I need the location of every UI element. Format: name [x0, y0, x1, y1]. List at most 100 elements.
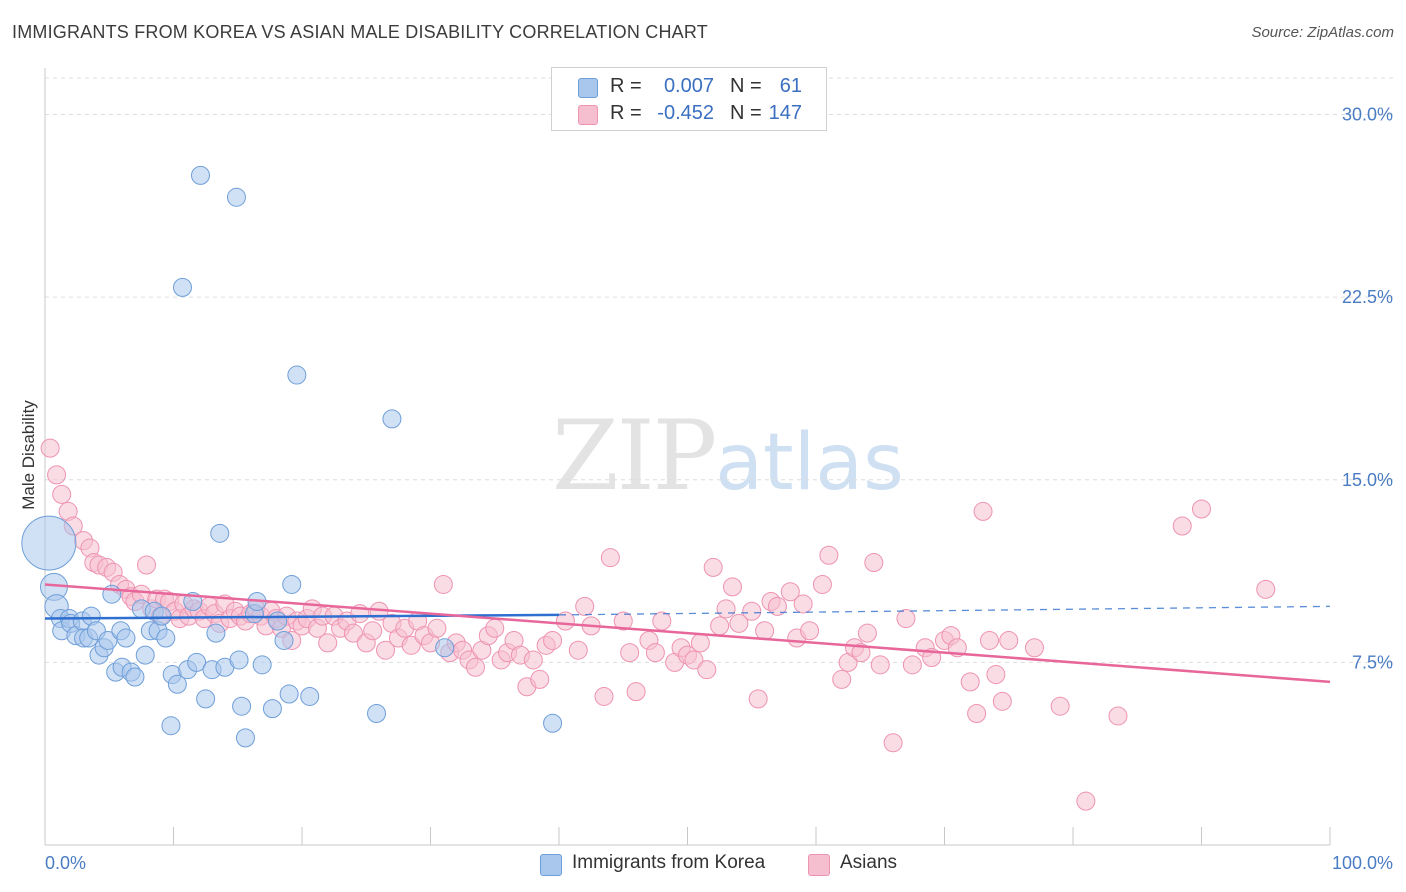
asian-point: [343, 623, 363, 643]
asian-point: [318, 633, 338, 653]
korea-point: [232, 696, 252, 716]
asian-point: [832, 669, 852, 689]
asian-point: [883, 733, 903, 753]
asian-point: [427, 618, 447, 638]
y-tick-label: 7.5%: [1352, 652, 1393, 672]
asian-point: [870, 655, 890, 675]
legend-swatch-korea: [540, 854, 562, 876]
legend-swatch-asians: [808, 854, 830, 876]
legend-row-asians: R = -0.452 N = 147: [552, 102, 826, 128]
korea-point: [196, 689, 216, 709]
asian-point: [684, 650, 704, 670]
korea-point: [252, 655, 272, 675]
korea-point: [543, 713, 563, 733]
legend-label-korea: Immigrants from Korea: [572, 852, 766, 873]
korea-point: [268, 611, 288, 631]
asian-point: [543, 630, 563, 650]
korea-point: [435, 638, 455, 658]
legend-row-korea: R = 0.007 N = 61: [552, 75, 826, 101]
x-tick-label: 0.0%: [45, 853, 86, 873]
asian-point: [600, 548, 620, 568]
asian-point: [722, 577, 742, 597]
asian-point: [401, 635, 421, 655]
asian-point: [363, 621, 383, 641]
asian-point: [523, 650, 543, 670]
asian-point: [896, 609, 916, 629]
asian-point: [979, 630, 999, 650]
asian-point: [575, 596, 595, 616]
legend-r-label: R =: [610, 75, 642, 97]
asian-point: [594, 686, 614, 706]
asian-point: [137, 555, 157, 575]
korea-point: [187, 652, 207, 672]
asian-point: [1108, 706, 1128, 726]
label-layer: 7.5% 15.0% 22.5% 30.0% 0.0% 100.0% Male Disabi…: [19, 105, 1393, 873]
korea-point: [116, 628, 136, 648]
asian-point: [800, 621, 820, 641]
asian-point: [568, 640, 588, 660]
korea-point: [152, 606, 172, 626]
korea-point: [125, 667, 145, 687]
asian-point: [812, 574, 832, 594]
korea-point: [235, 728, 255, 748]
korea-trend-extension: [558, 605, 1331, 616]
asian-point: [530, 669, 550, 689]
asian-point: [967, 704, 987, 724]
asian-point: [755, 621, 775, 641]
asian-point: [376, 640, 396, 660]
korea-point: [21, 515, 77, 571]
asian-point: [620, 643, 640, 663]
legend-stats: R = 0.007 N = 61 R = -0.452 N = 147: [551, 67, 827, 131]
x-tick-label: 100.0%: [1332, 853, 1393, 873]
legend-label-asians: Asians: [840, 852, 898, 873]
legend-r-value: 0.007: [663, 75, 714, 97]
asian-point: [729, 613, 749, 633]
asian-point: [1192, 499, 1211, 519]
asian-point: [1256, 579, 1276, 599]
asian-point: [857, 623, 877, 643]
asian-point: [960, 672, 980, 692]
korea-point: [226, 187, 246, 207]
asian-point: [697, 660, 717, 680]
asian-point: [1172, 516, 1192, 536]
legend-n-label: N =: [730, 75, 762, 97]
asian-point: [465, 657, 485, 677]
y-tick-label: 22.5%: [1342, 287, 1393, 307]
asian-point: [433, 574, 453, 594]
asian-point: [999, 630, 1019, 650]
legend-n-label: N =: [730, 102, 762, 124]
korea-point: [300, 686, 320, 706]
asian-point: [716, 599, 736, 619]
asian-point: [40, 438, 60, 458]
asian-point: [703, 557, 723, 577]
trend-layer: [44, 583, 1331, 684]
y-tick-label: 30.0%: [1342, 105, 1393, 125]
asian-point: [645, 643, 665, 663]
asian-point: [973, 501, 993, 521]
watermark-zip: ZIP: [552, 400, 717, 512]
asian-point: [1076, 791, 1096, 811]
korea-point: [279, 684, 299, 704]
asian-point: [992, 691, 1012, 711]
asian-point: [652, 611, 672, 631]
asian-point: [780, 582, 800, 602]
asian-point: [485, 618, 505, 638]
asian-point: [819, 545, 839, 565]
korea-trend-line: [44, 613, 560, 620]
asian-point: [748, 689, 768, 709]
asian-point: [47, 465, 67, 485]
korea-point: [210, 523, 230, 543]
y-tick-label: 15.0%: [1342, 470, 1393, 490]
korea-point: [135, 645, 155, 665]
chart-title: IMMIGRANTS FROM KOREA VS ASIAN MALE DISA…: [12, 22, 708, 42]
korea-point: [172, 277, 192, 297]
asian-point: [767, 596, 787, 616]
legend-swatch-korea: [578, 78, 598, 98]
watermark: ZIPatlas: [552, 400, 904, 512]
korea-point: [262, 699, 282, 719]
asian-point: [1050, 696, 1070, 716]
korea-point: [287, 365, 307, 385]
asian-point: [986, 665, 1006, 685]
korea-point: [167, 674, 187, 694]
